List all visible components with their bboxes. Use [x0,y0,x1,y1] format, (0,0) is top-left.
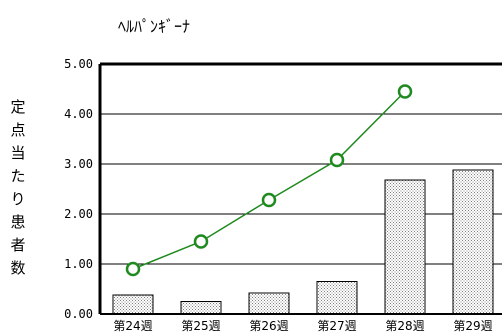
y-tick-label: 4.00 [64,107,93,121]
chart-title: ﾍﾙﾊﾟﾝｷﾞｰﾅ [118,17,190,36]
y-axis-label-char: 当 [10,144,25,162]
series-line [132,90,406,270]
x-tick-label: 第24週 [113,319,152,333]
bar [384,179,426,315]
x-tick-label: 第27週 [317,319,356,333]
axes [98,62,502,315]
y-axis-label-char: 数 [10,259,25,277]
line-series [125,84,413,277]
y-tick-label: 1.00 [64,257,93,271]
bar [452,169,494,315]
y-axis-label-char: た [10,167,25,185]
x-tick-label: 第26週 [249,319,288,333]
line-marker [125,261,141,277]
y-axis-label-char: 定 [10,98,25,116]
bars [112,169,494,315]
y-tick-label: 5.00 [64,57,93,71]
line-marker [261,192,277,208]
y-axis-label-char: 患 [10,213,25,231]
gridlines [100,113,502,265]
line-marker [193,234,209,249]
y-axis-label-char: 点 [10,121,25,139]
bar [180,301,222,315]
y-tick-label: 2.00 [64,207,93,221]
y-tick-label: 3.00 [64,157,93,171]
line-marker [397,84,413,99]
bar [316,281,358,315]
x-tick-label: 第29週 [453,319,492,333]
y-axis-label-char: り [10,190,25,208]
x-tick-label: 第25週 [181,319,220,333]
bar [112,294,154,315]
x-tick-labels: 第24週 第25週 第26週 第27週 第28週 第29週 [113,319,492,333]
y-axis-label-char: 者 [10,236,25,254]
line-marker [329,152,345,168]
bar [248,292,290,315]
y-tick-label: 0.00 [64,307,93,321]
x-tick-label: 第28週 [385,319,424,333]
y-tick-labels: 0.00 1.00 2.00 3.00 4.00 5.00 [64,57,93,321]
